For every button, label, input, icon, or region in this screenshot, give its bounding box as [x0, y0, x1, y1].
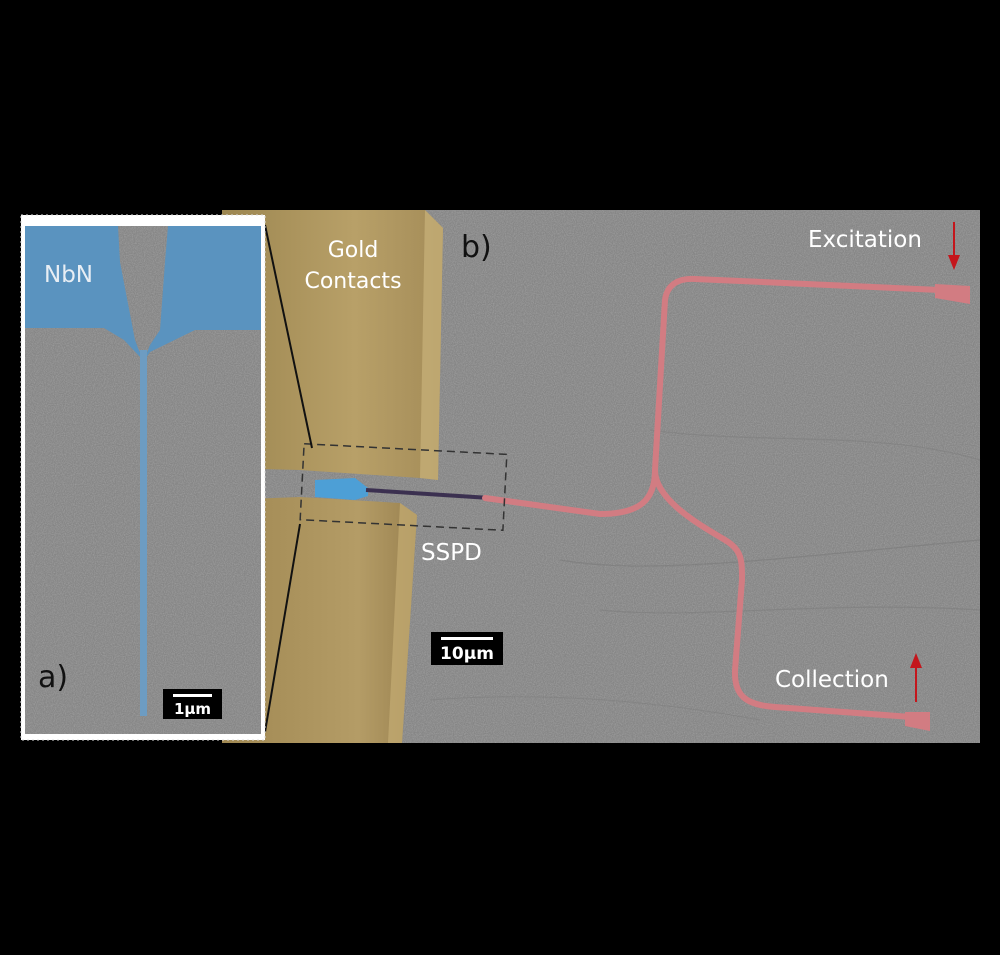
panel-b-label: b) [461, 230, 492, 265]
panel-a-scale-label: 1μm [173, 700, 212, 718]
gold-contacts-label: Gold Contacts [288, 235, 418, 297]
collection-label: Collection [775, 667, 889, 693]
panel-a-label: a) [38, 660, 69, 695]
gold-contacts [222, 210, 443, 743]
sspd-nbn-pad [315, 478, 491, 500]
zoom-line-bottom [264, 523, 301, 733]
excitation-arrow [948, 222, 960, 270]
zoom-line-top [264, 224, 313, 449]
panel-b-scale-label: 10μm [440, 644, 494, 664]
sspd-label: SSPD [421, 540, 482, 566]
gold-contacts-label-line1: Gold [327, 238, 379, 263]
excitation-label: Excitation [808, 227, 922, 253]
waveguide [482, 275, 970, 731]
panel-a-inset [20, 214, 266, 741]
panel-a-scale-bar: 1μm [163, 689, 222, 719]
panel-b-scale-bar: 10μm [431, 632, 503, 665]
sspd-highlight-box [299, 442, 508, 532]
panel-a-material-label: NbN [44, 262, 94, 288]
gold-contacts-label-line2: Contacts [304, 269, 402, 294]
collection-arrow [910, 653, 922, 702]
